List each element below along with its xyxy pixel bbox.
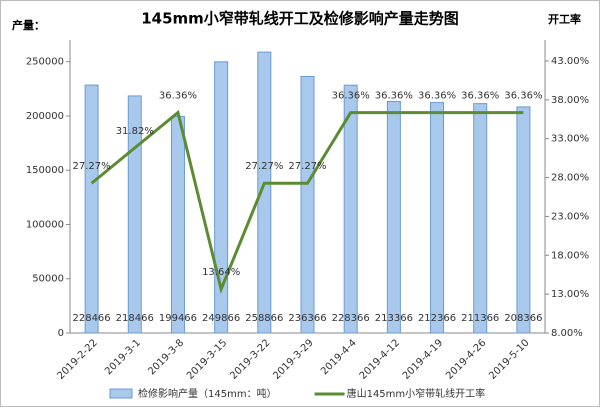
bar <box>257 51 272 334</box>
y2-tick-label: 23.00% <box>551 211 589 222</box>
line-value-label: 27.27% <box>73 161 111 172</box>
legend-label: 检修影响产量（145mm：吨） <box>138 387 277 400</box>
bar-value-label: 208366 <box>504 313 542 324</box>
bar <box>84 84 99 334</box>
y2-axis-label: 开工率 <box>548 12 581 26</box>
y-axis-label: 产量： <box>12 18 45 32</box>
line-value-label: 36.36% <box>375 91 413 102</box>
line-value-label: 36.36% <box>159 91 197 102</box>
y2-tick-label: 18.00% <box>551 250 589 261</box>
bar <box>127 95 142 334</box>
bar-value-label: 236366 <box>288 313 326 324</box>
y2-tick-label: 28.00% <box>551 173 589 184</box>
bar-value-label: 218466 <box>116 313 154 324</box>
y-tick-label: 150000 <box>26 165 64 176</box>
bar-value-label: 249866 <box>202 313 240 324</box>
bar-value-label: 213366 <box>375 313 413 324</box>
bar <box>300 75 315 334</box>
chart-title: 145mm小窄带轧线开工及检修影响产量走势图 <box>141 10 459 28</box>
line-value-label: 36.36% <box>504 91 542 102</box>
y-tick-label: 100000 <box>26 219 64 230</box>
y2-tick-label: 13.00% <box>551 289 589 300</box>
bar <box>214 61 229 334</box>
bar-value-label: 228466 <box>72 313 110 324</box>
y2-tick-label: 8.00% <box>551 328 583 339</box>
line-value-label: 31.82% <box>116 126 154 137</box>
y2-tick-label: 38.00% <box>551 95 589 106</box>
y2-tick-label: 43.00% <box>551 56 589 67</box>
line-value-label: 36.36% <box>418 91 456 102</box>
line-value-label: 36.36% <box>332 91 370 102</box>
bar <box>343 84 358 334</box>
y2-tick-label: 33.00% <box>551 134 589 145</box>
line <box>90 109 524 295</box>
y-tick-label: 200000 <box>26 111 64 122</box>
legend-swatch <box>109 388 133 399</box>
bar <box>430 102 445 334</box>
line-value-label: 36.36% <box>461 91 499 102</box>
bar <box>386 100 401 334</box>
y-tick-label: 50000 <box>32 274 64 285</box>
line-value-label: 13.64% <box>202 267 240 278</box>
y-tick-label: 250000 <box>26 57 64 68</box>
y-tick-label: 0 <box>58 328 64 339</box>
bar <box>170 116 185 334</box>
bar-value-label: 258866 <box>245 313 283 324</box>
bar-value-label: 212366 <box>418 313 456 324</box>
line-value-label: 27.27% <box>288 161 326 172</box>
line-value-label: 27.27% <box>245 161 283 172</box>
bar-value-label: 211366 <box>461 313 499 324</box>
bar-value-label: 228366 <box>332 313 370 324</box>
bar-value-label: 199466 <box>159 313 197 324</box>
bar <box>516 106 531 334</box>
legend-label: 唐山145mm小窄带轧线开工率 <box>347 387 486 400</box>
bar <box>473 103 488 334</box>
